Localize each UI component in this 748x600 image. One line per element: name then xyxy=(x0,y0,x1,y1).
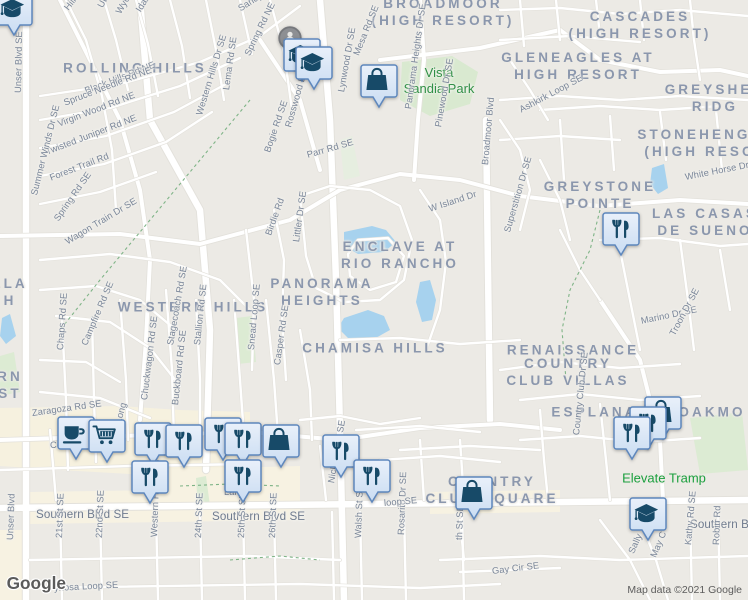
google-logo-text: Google xyxy=(7,573,67,593)
google-logo-outline: Google xyxy=(7,573,67,593)
map-attribution: Map data ©2021 Google xyxy=(627,584,742,596)
google-logo[interactable]: Google Google xyxy=(6,572,74,594)
